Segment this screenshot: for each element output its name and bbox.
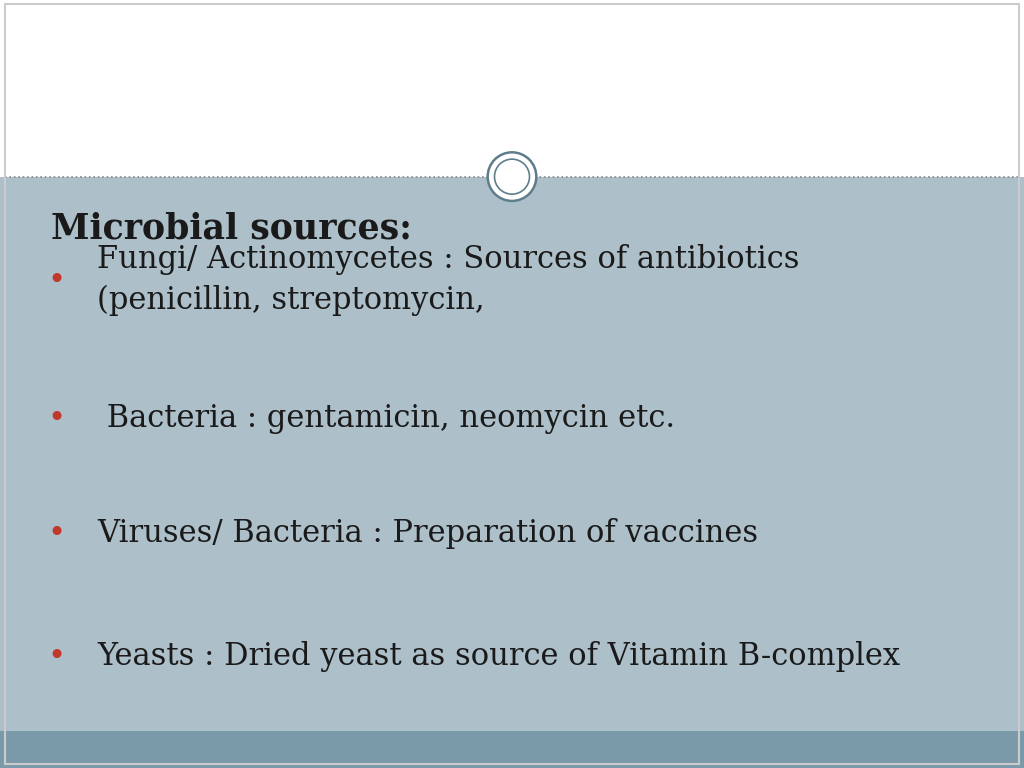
Text: •: • <box>47 519 66 548</box>
Text: Viruses/ Bacteria : Preparation of vaccines: Viruses/ Bacteria : Preparation of vacci… <box>97 518 759 549</box>
Text: Yeasts : Dried yeast as source of Vitamin B-complex: Yeasts : Dried yeast as source of Vitami… <box>97 641 900 672</box>
Text: •: • <box>47 266 66 295</box>
Text: Fungi/ Actinomycetes : Sources of antibiotics
(penicillin, streptomycin,: Fungi/ Actinomycetes : Sources of antibi… <box>97 244 800 316</box>
Text: •: • <box>47 642 66 671</box>
FancyBboxPatch shape <box>0 177 1024 768</box>
Text: Bacteria : gentamicin, neomycin etc.: Bacteria : gentamicin, neomycin etc. <box>97 403 676 434</box>
FancyBboxPatch shape <box>0 731 1024 768</box>
Ellipse shape <box>495 159 529 194</box>
FancyBboxPatch shape <box>0 0 1024 177</box>
Text: Microbial sources:: Microbial sources: <box>51 211 413 245</box>
Ellipse shape <box>487 152 537 201</box>
Text: •: • <box>47 404 66 433</box>
